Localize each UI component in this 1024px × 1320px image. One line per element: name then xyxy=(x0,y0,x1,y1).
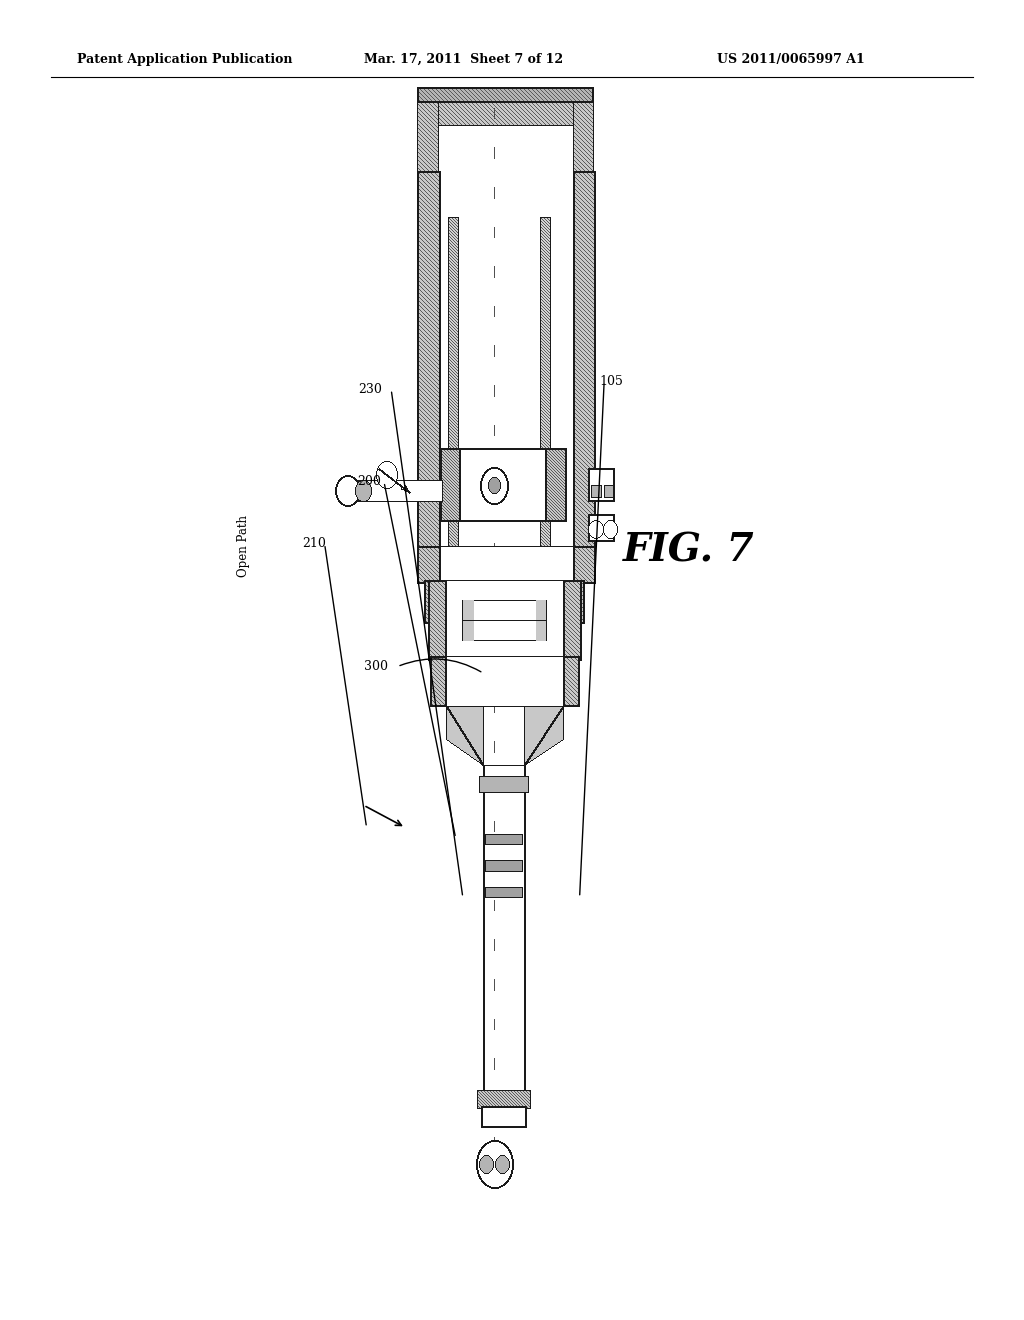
Text: 105: 105 xyxy=(599,375,623,388)
Text: FIG. 7: FIG. 7 xyxy=(623,532,755,570)
Text: 200: 200 xyxy=(357,475,381,488)
Text: 210: 210 xyxy=(302,537,326,550)
Text: 230: 230 xyxy=(358,383,382,396)
Text: 300: 300 xyxy=(364,660,387,673)
Text: US 2011/0065997 A1: US 2011/0065997 A1 xyxy=(717,53,864,66)
Text: Open Path: Open Path xyxy=(238,515,250,577)
Text: Patent Application Publication: Patent Application Publication xyxy=(77,53,292,66)
Text: Mar. 17, 2011  Sheet 7 of 12: Mar. 17, 2011 Sheet 7 of 12 xyxy=(364,53,562,66)
